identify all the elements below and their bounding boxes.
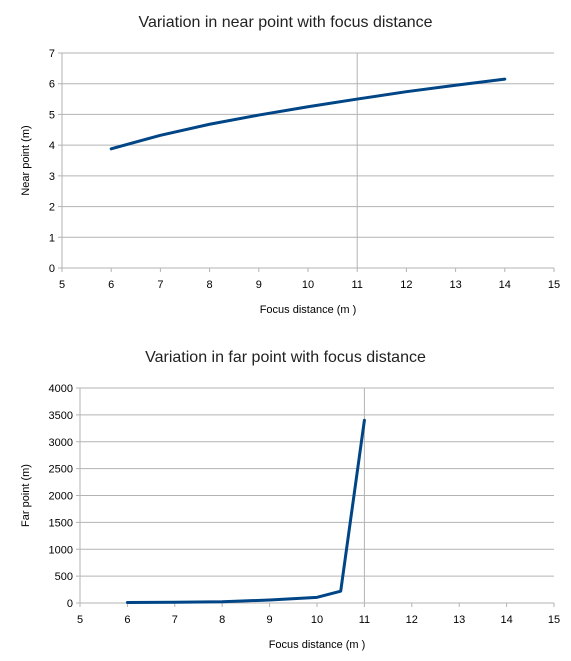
y-tick-label: 3500 — [49, 410, 73, 422]
y-tick-label: 0 — [67, 598, 73, 610]
x-tick-label: 15 — [548, 614, 560, 626]
y-tick-label: 500 — [55, 571, 73, 583]
x-tick-label: 5 — [77, 614, 83, 626]
near-point-chart: Variation in near point with focus dista… — [0, 0, 571, 330]
x-tick-label: 5 — [59, 279, 65, 291]
x-tick-label: 13 — [449, 279, 461, 291]
x-tick-label: 12 — [400, 279, 412, 291]
x-tick-label: 10 — [311, 614, 323, 626]
x-tick-label: 6 — [124, 614, 130, 626]
x-tick-label: 12 — [406, 614, 418, 626]
x-axis-label: Focus distance (m ) — [269, 639, 366, 651]
x-axis-label: Focus distance (m ) — [260, 304, 357, 316]
y-tick-label: 2 — [49, 202, 55, 214]
x-tick-label: 10 — [302, 279, 314, 291]
y-tick-label: 4 — [49, 140, 55, 152]
x-tick-label: 9 — [256, 279, 262, 291]
y-tick-label: 1500 — [49, 517, 73, 529]
y-tick-label: 1000 — [49, 544, 73, 556]
x-tick-label: 15 — [548, 279, 560, 291]
y-tick-label: 3 — [49, 171, 55, 183]
y-tick-label: 1 — [49, 232, 55, 244]
x-tick-label: 9 — [267, 614, 273, 626]
y-tick-label: 4000 — [49, 383, 73, 395]
y-axis-label: Far point (m) — [20, 464, 32, 527]
series-line — [125, 418, 366, 605]
x-tick-label: 8 — [207, 279, 213, 291]
x-tick-label: 14 — [499, 279, 511, 291]
y-tick-label: 6 — [49, 79, 55, 91]
y-tick-label: 2000 — [49, 491, 73, 503]
series-line — [109, 77, 507, 151]
y-tick-label: 0 — [49, 263, 55, 275]
y-tick-label: 2500 — [49, 464, 73, 476]
x-tick-label: 7 — [157, 279, 163, 291]
chart-title: Variation in near point with focus dista… — [138, 14, 433, 31]
x-tick-label: 8 — [219, 614, 225, 626]
chart-title: Variation in far point with focus distan… — [145, 349, 426, 366]
x-tick-label: 13 — [453, 614, 465, 626]
y-axis-label: Near point (m) — [20, 125, 32, 195]
x-tick-label: 7 — [172, 614, 178, 626]
y-tick-label: 7 — [49, 48, 55, 60]
y-tick-label: 5 — [49, 109, 55, 121]
x-tick-label: 6 — [108, 279, 114, 291]
far-point-chart: Variation in far point with focus distan… — [0, 335, 571, 661]
x-tick-label: 11 — [359, 614, 370, 626]
y-tick-label: 3000 — [49, 437, 73, 449]
x-tick-label: 14 — [500, 614, 512, 626]
x-tick-label: 11 — [351, 279, 362, 291]
far-point-plot: 0 500 1000 1500 2000 2500 3000 3500 4000 5 6 7 8 9 10 1… — [20, 383, 560, 651]
